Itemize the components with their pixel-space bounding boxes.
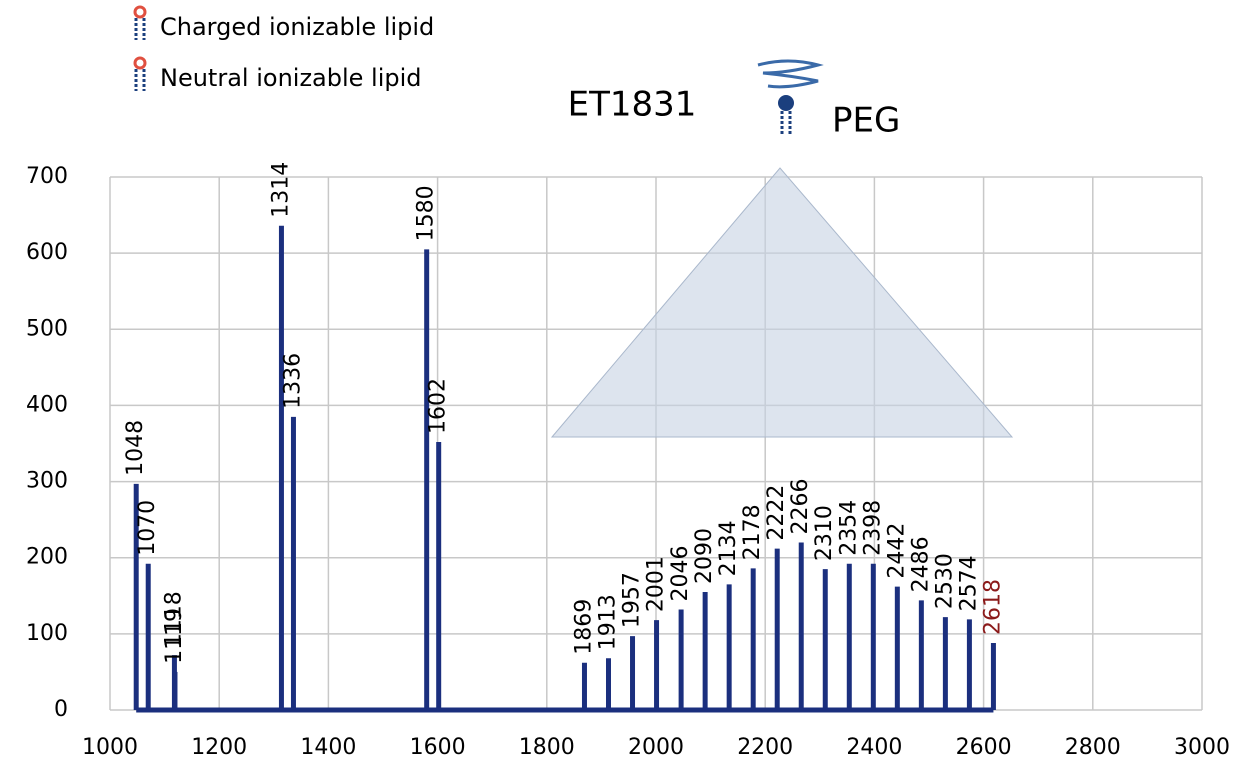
peak-label: 2354 [836, 500, 861, 556]
peak-label: 2178 [740, 504, 765, 560]
peak-label: 1869 [571, 599, 596, 655]
peak-label: 1119 [162, 608, 187, 664]
peak-label: 2530 [932, 553, 957, 609]
peak-label: 1602 [426, 378, 451, 434]
chart-title: ET1831 [568, 85, 697, 125]
peak-label: 1314 [268, 162, 293, 218]
peak-label: 2134 [716, 520, 741, 576]
x-tick-label: 1800 [519, 735, 575, 760]
x-tick-label: 1400 [300, 735, 356, 760]
x-tick-label: 1600 [410, 735, 466, 760]
peak-label: 2486 [908, 536, 933, 592]
legend-label: Charged ionizable lipid [160, 13, 434, 41]
y-tick-label: 0 [54, 697, 68, 722]
x-tick-label: 2000 [628, 735, 684, 760]
peak-label: 2046 [668, 545, 693, 601]
x-tick-label: 2200 [737, 735, 793, 760]
y-tick-label: 100 [26, 621, 68, 646]
y-tick-label: 400 [26, 392, 68, 417]
x-tick-label: 2600 [956, 735, 1012, 760]
peak-label: 1336 [280, 353, 305, 409]
y-tick-label: 700 [26, 164, 68, 189]
peak-label: 1913 [595, 594, 620, 650]
peak-label: 2618 [980, 579, 1005, 635]
x-tick-label: 1200 [191, 735, 247, 760]
peak-label: 2442 [884, 523, 909, 579]
peak-label: 2574 [956, 555, 981, 611]
peak-label: 1957 [620, 572, 645, 628]
legend-label: Neutral ionizable lipid [160, 64, 422, 92]
y-tick-label: 200 [26, 545, 68, 570]
peak-label: 1118 [161, 591, 186, 647]
peak-label: 2090 [692, 528, 717, 584]
peak-label: 2310 [812, 505, 837, 561]
x-tick-label: 1000 [82, 735, 138, 760]
peak-label: 2001 [644, 556, 669, 612]
x-tick-label: 2800 [1065, 735, 1121, 760]
peg-label: PEG [832, 101, 900, 141]
y-tick-label: 600 [26, 240, 68, 265]
peak-label: 2398 [860, 500, 885, 556]
peak-label: 2266 [788, 478, 813, 534]
x-tick-label: 3000 [1174, 735, 1230, 760]
peak-label: 1048 [123, 420, 148, 476]
plot: 0 100 200 300 400 500 600 700 1000 1200 1400 1600 18… [26, 162, 1230, 760]
y-tick-label: 300 [26, 469, 68, 494]
legend-icon [133, 5, 824, 135]
peak-label: 1070 [135, 500, 160, 556]
x-tick-label: 2400 [846, 735, 902, 760]
peak-label: 2222 [764, 485, 789, 541]
y-tick-label: 500 [26, 316, 68, 341]
peg-triangle [550, 167, 1014, 438]
peak-label: 1580 [414, 185, 439, 241]
